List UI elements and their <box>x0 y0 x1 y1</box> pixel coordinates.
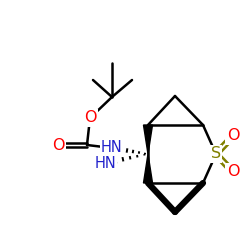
Text: O: O <box>84 110 96 126</box>
Polygon shape <box>144 154 152 183</box>
Text: S: S <box>211 146 221 162</box>
Text: O: O <box>52 138 64 152</box>
Text: HN: HN <box>101 140 123 156</box>
Text: O: O <box>227 128 239 144</box>
Polygon shape <box>144 125 152 154</box>
Text: HN: HN <box>94 156 116 170</box>
Text: O: O <box>227 164 239 180</box>
